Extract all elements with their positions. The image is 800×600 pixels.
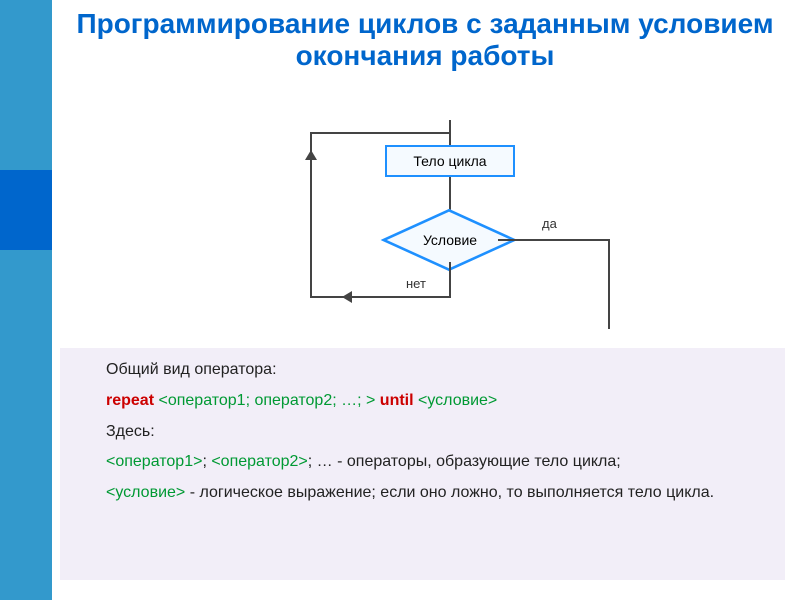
desc-line-ops: <оператор1>; <оператор2>; … - операторы,…	[78, 450, 767, 475]
page-title: Программирование циклов с заданным услов…	[60, 8, 790, 72]
node-body-label: Тело цикла	[413, 153, 486, 169]
edge-no-h1	[310, 296, 451, 298]
edge-no-h2	[310, 132, 450, 134]
arrow-no-left	[342, 291, 352, 303]
kw-repeat: repeat	[106, 392, 154, 409]
kw-until: until	[380, 392, 414, 409]
desc-line-operator: repeat <оператор1; оператор2; …; > until…	[78, 389, 767, 414]
edge-no-label: нет	[406, 276, 426, 291]
sidebar	[0, 0, 52, 600]
edge-yes-h	[498, 239, 610, 241]
op-body: <оператор1; оператор2; …; >	[158, 392, 375, 409]
op-cond: <условие>	[418, 392, 497, 409]
desc-ops-tail: ; … - операторы, образующие тело цикла;	[308, 453, 621, 470]
desc-ops-a: <оператор1>	[106, 453, 202, 470]
desc-line-here: Здесь:	[78, 420, 767, 445]
arrow-no-up	[305, 150, 317, 160]
flowchart: Тело цикла Условие да нет	[200, 120, 660, 340]
edge-no-v1	[449, 262, 451, 298]
desc-ops-b: <оператор2>	[211, 453, 307, 470]
description-block: Общий вид оператора: repeat <оператор1; …	[60, 348, 785, 580]
sidebar-segment-mid	[0, 170, 52, 250]
edge-yes-v	[608, 239, 610, 329]
sidebar-segment-bot	[0, 250, 52, 600]
desc-line-cond: <условие> - логическое выражение; если о…	[78, 481, 767, 506]
desc-cond-a: <условие>	[106, 484, 185, 501]
desc-cond-tail: - логическое выражение; если оно ложно, …	[185, 484, 714, 501]
edge-yes-label: да	[542, 216, 557, 231]
desc-ops-sep: ;	[202, 453, 211, 470]
desc-line-general: Общий вид оператора:	[78, 358, 767, 383]
sidebar-segment-top	[0, 0, 52, 170]
node-body: Тело цикла	[385, 145, 515, 177]
